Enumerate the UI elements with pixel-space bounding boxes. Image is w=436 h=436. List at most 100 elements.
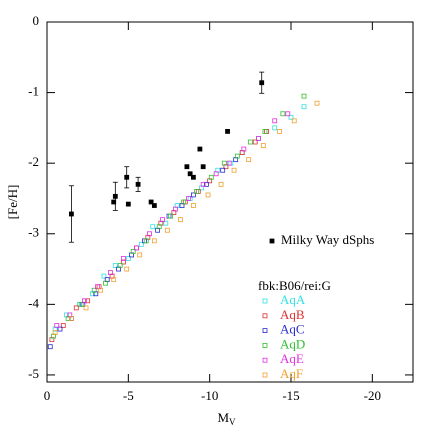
point <box>213 171 219 177</box>
point <box>285 111 291 117</box>
point <box>168 213 174 219</box>
point <box>272 118 278 124</box>
point <box>190 203 196 208</box>
point <box>57 326 63 332</box>
point <box>85 298 91 304</box>
point <box>301 104 307 110</box>
point <box>247 139 253 145</box>
legend-marker <box>269 238 275 244</box>
point <box>256 136 261 141</box>
point <box>301 93 307 99</box>
legend-label: AqB <box>280 307 305 322</box>
legend-marker <box>262 342 268 348</box>
x-axis-label: M <box>217 410 229 425</box>
point <box>204 181 209 187</box>
x-tick-label: -20 <box>364 388 381 403</box>
point <box>147 231 152 237</box>
point <box>262 129 268 134</box>
point <box>241 146 247 152</box>
point <box>200 181 206 187</box>
point <box>124 174 130 180</box>
point <box>91 287 97 293</box>
y-tick-label: -2 <box>28 154 39 169</box>
point <box>60 323 66 328</box>
point <box>78 301 84 307</box>
point <box>134 245 139 251</box>
legend-label: AqC <box>280 322 305 337</box>
point <box>160 217 165 223</box>
point <box>112 263 118 268</box>
x-tick-label: 0 <box>44 388 51 403</box>
point <box>200 164 206 170</box>
point <box>291 118 297 124</box>
point <box>177 217 183 223</box>
point <box>47 344 53 350</box>
y-tick-label: -1 <box>28 84 39 99</box>
point <box>225 129 230 134</box>
point <box>108 270 113 275</box>
point <box>190 192 196 198</box>
legend-marker <box>262 313 268 319</box>
point <box>231 167 237 173</box>
point <box>52 330 58 335</box>
point <box>184 164 190 170</box>
point <box>151 238 157 244</box>
point <box>205 192 211 198</box>
x-tick-label: -15 <box>282 388 299 403</box>
legend-marker <box>262 372 268 378</box>
point <box>83 305 89 311</box>
point <box>137 252 143 258</box>
legend-label: AqD <box>280 336 305 351</box>
point <box>69 316 74 321</box>
point <box>125 201 131 207</box>
point <box>54 323 60 328</box>
point <box>280 111 286 117</box>
point <box>272 125 278 131</box>
point <box>277 129 283 134</box>
point <box>117 263 123 268</box>
point <box>208 174 214 180</box>
point <box>112 193 118 199</box>
y-tick-label: 0 <box>33 13 40 28</box>
point <box>181 199 187 205</box>
y-tick-label: -3 <box>28 225 39 240</box>
point <box>138 241 144 247</box>
point <box>121 259 126 265</box>
legend-label: AqA <box>280 292 306 307</box>
legend-marker <box>262 357 268 363</box>
point <box>226 160 232 166</box>
point <box>314 100 320 106</box>
point <box>173 206 178 212</box>
y-axis-label: [Fe/H] <box>5 185 20 220</box>
point <box>101 273 107 279</box>
point <box>252 139 258 145</box>
legend-label: AqF <box>280 366 303 381</box>
point <box>148 199 154 205</box>
point <box>221 160 227 166</box>
point <box>156 224 162 230</box>
point <box>124 266 130 272</box>
point <box>82 298 87 304</box>
point <box>69 211 74 217</box>
x-axis-label-sub: V <box>229 417 236 427</box>
point <box>197 146 203 152</box>
point <box>234 153 240 159</box>
x-tick-label: -5 <box>123 388 134 403</box>
y-tick-label: -4 <box>28 295 39 310</box>
point <box>186 196 191 201</box>
point <box>143 238 149 244</box>
point <box>95 284 100 290</box>
point <box>164 227 170 233</box>
point <box>220 167 226 173</box>
point <box>190 174 196 180</box>
point <box>121 256 126 261</box>
point <box>73 305 79 311</box>
point <box>288 114 294 120</box>
x-tick-label: -10 <box>201 388 218 403</box>
point <box>103 280 108 286</box>
point <box>98 287 104 293</box>
point <box>246 157 252 163</box>
point <box>260 143 266 148</box>
point <box>259 80 265 86</box>
